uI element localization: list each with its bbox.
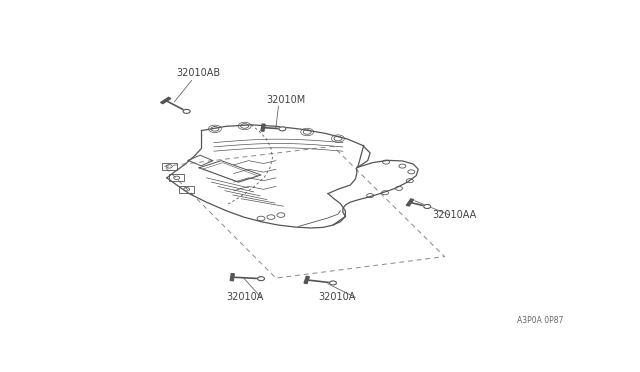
- Text: 32010A: 32010A: [227, 292, 264, 302]
- Polygon shape: [261, 124, 265, 131]
- Circle shape: [330, 281, 337, 285]
- Circle shape: [257, 277, 264, 280]
- Text: 32010M: 32010M: [266, 95, 305, 105]
- Circle shape: [279, 127, 286, 131]
- Text: 32010AA: 32010AA: [432, 210, 476, 220]
- Circle shape: [183, 109, 190, 113]
- Polygon shape: [161, 97, 171, 104]
- Polygon shape: [230, 274, 234, 280]
- Polygon shape: [304, 276, 309, 283]
- Polygon shape: [406, 199, 413, 206]
- Text: 32010A: 32010A: [318, 292, 355, 302]
- Text: 32010AB: 32010AB: [177, 68, 221, 78]
- Circle shape: [424, 205, 431, 208]
- Text: A3P0A 0P87: A3P0A 0P87: [517, 316, 564, 326]
